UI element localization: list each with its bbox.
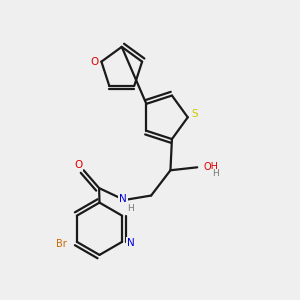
Text: S: S — [191, 109, 198, 119]
Text: O: O — [91, 57, 99, 67]
Text: N: N — [119, 194, 127, 203]
Text: H: H — [127, 204, 134, 213]
Text: Br: Br — [56, 239, 66, 249]
Text: O: O — [74, 160, 82, 170]
Text: N: N — [127, 238, 134, 248]
Text: OH: OH — [204, 162, 219, 172]
Text: H: H — [212, 169, 218, 178]
